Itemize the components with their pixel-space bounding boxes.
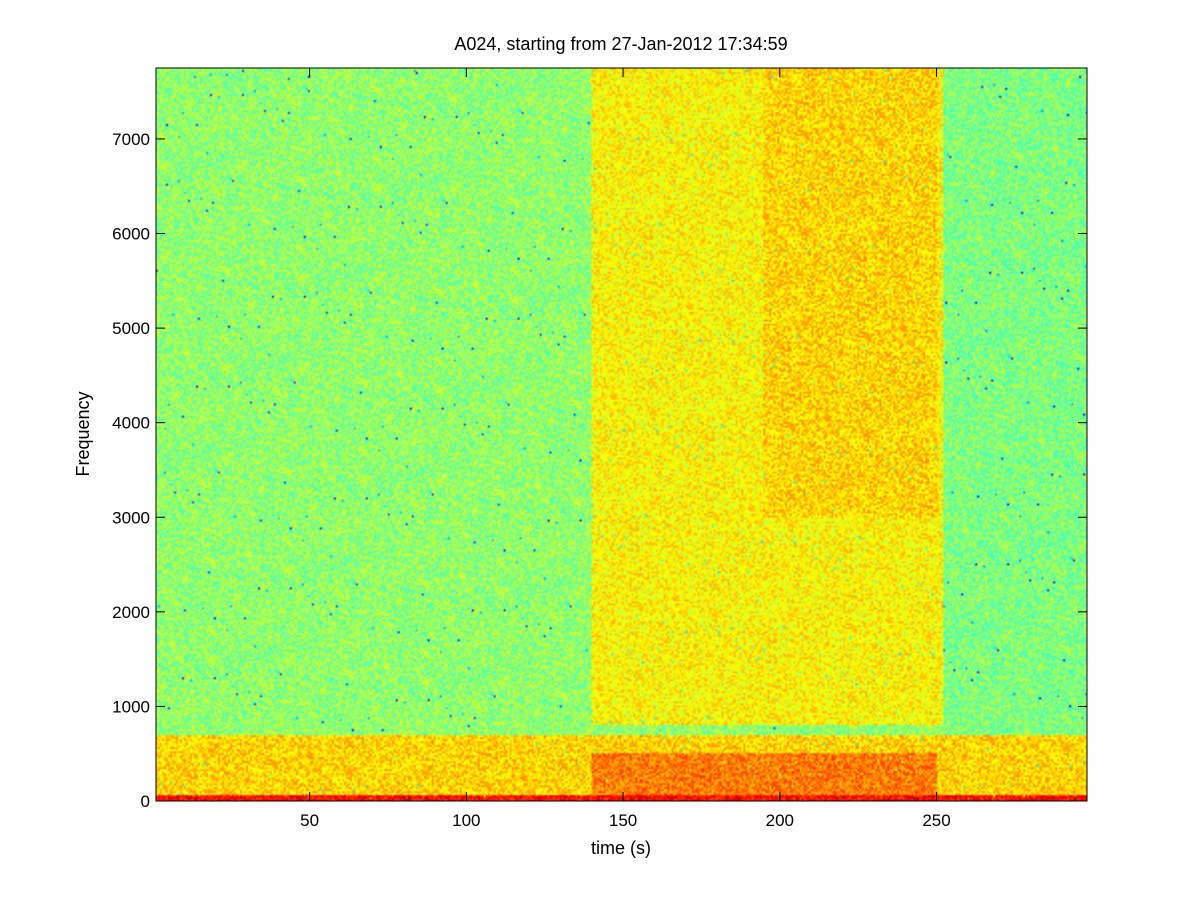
y-tick-label: 4000 (112, 414, 150, 433)
y-tick-label: 7000 (112, 130, 150, 149)
y-tick-label: 6000 (112, 225, 150, 244)
y-axis: 0 1000 2000 3000 4000 5000 6000 7000 (112, 130, 1087, 811)
x-tick-label: 50 (300, 811, 319, 830)
y-tick-label: 1000 (112, 697, 150, 716)
x-tick-label: 150 (609, 811, 637, 830)
y-tick-label: 5000 (112, 319, 150, 338)
plot-frame (155, 67, 1088, 802)
x-axis-label: time (s) (591, 838, 651, 858)
x-tick-label: 100 (452, 811, 480, 830)
y-tick-label: 3000 (112, 508, 150, 527)
y-tick-label: 0 (141, 792, 150, 811)
spectrogram-heatmap (156, 68, 1087, 801)
plot-area (155, 67, 1088, 802)
x-tick-label: 200 (766, 811, 794, 830)
y-tick-label: 2000 (112, 603, 150, 622)
x-tick-label: 250 (922, 811, 950, 830)
chart-title: A024, starting from 27-Jan-2012 17:34:59 (454, 34, 787, 54)
y-axis-label: Frequency (73, 391, 93, 476)
x-axis: 50 100 150 200 250 (300, 68, 951, 830)
